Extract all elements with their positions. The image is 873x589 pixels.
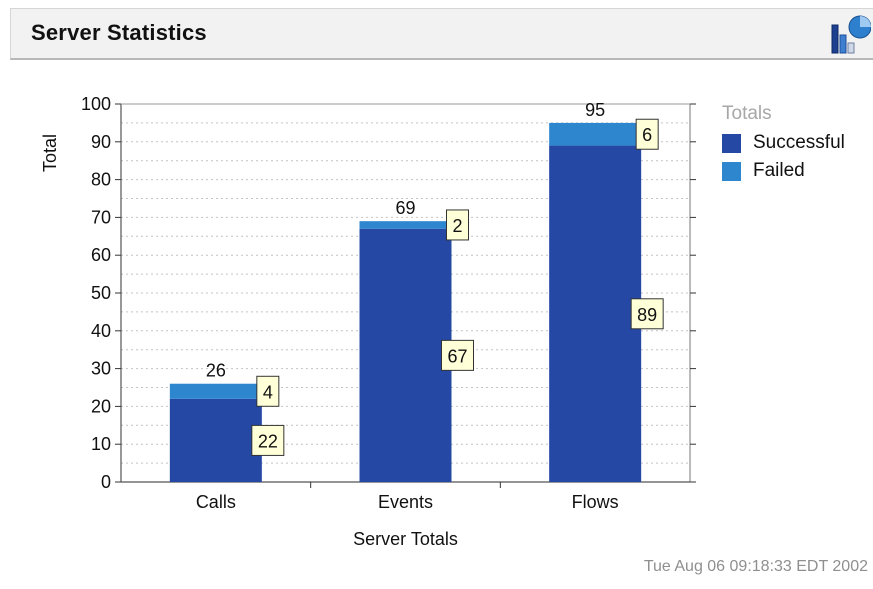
data-label-box [635,118,659,150]
bar-successful-flows [549,145,642,482]
y-tick-label: 20 [91,396,111,416]
x-tick-label: Calls [196,492,236,512]
legend-item-successful: Successful [722,129,845,157]
legend-swatch-successful [722,133,741,153]
stacked-bar-chart: 0102030405060708090100Total22426Calls672… [40,94,696,549]
timestamp: Tue Aug 06 09:18:33 EDT 2002 [643,558,868,575]
panel-header: Server Statistics [10,8,873,60]
legend-title: Totals [722,103,772,124]
x-tick-label: Flows [572,492,619,512]
legend-swatch-failed [722,161,741,181]
y-tick-label: 90 [91,132,111,152]
y-tick-label: 100 [81,94,111,114]
y-tick-label: 0 [101,472,111,492]
data-label-successful-calls: 22 [251,424,285,456]
legend-label-successful: Successful [753,132,845,153]
data-label-text: 89 [637,305,657,325]
bar-failed-flows [549,122,642,146]
data-label-box [256,375,280,407]
bar-successful-events [359,228,452,482]
total-label-calls: 26 [206,361,226,381]
x-axis-title: Server Totals [353,529,458,549]
data-label-failed-events: 2 [446,209,469,241]
chart-area: 0 10 20 30 40 50 60 70 80 90 100 Total 22 4 26 Calls 67 2… [0,60,873,584]
data-label-box [446,209,469,241]
data-label-successful-flows: 89 [630,298,664,330]
data-label-text: 22 [258,431,278,451]
bar-successful-calls [169,398,262,482]
chart-type-icon[interactable] [831,13,871,55]
bar-failed-calls [169,383,262,399]
data-label-box [251,424,285,456]
legend: Totals Successful Failed [722,103,845,185]
data-label-box [630,298,664,330]
data-label-failed-flows: 6 [635,118,659,150]
x-tick-label: Events [378,492,433,512]
data-label-text: 2 [452,216,462,236]
y-tick-label: 40 [91,321,111,341]
legend-label-failed: Failed [753,160,805,181]
y-axis-title: Total [40,134,60,172]
data-label-text: 6 [642,125,652,145]
total-label-events: 69 [395,198,415,218]
data-label-text: 67 [447,346,467,366]
y-tick-label: 70 [91,207,111,227]
y-tick-label: 50 [91,283,111,303]
bar-failed-events [359,221,452,229]
data-label-text: 4 [263,382,273,402]
legend-item-failed: Failed [722,157,845,185]
panel-title: Server Statistics [31,20,207,45]
y-tick-label: 60 [91,245,111,265]
y-tick-label: 30 [91,359,111,379]
data-label-successful-events: 67 [441,339,474,371]
y-tick-label: 10 [91,434,111,454]
data-label-box [441,339,474,371]
y-tick-label: 80 [91,170,111,190]
data-label-failed-calls: 4 [256,375,280,407]
total-label-flows: 95 [585,100,605,120]
